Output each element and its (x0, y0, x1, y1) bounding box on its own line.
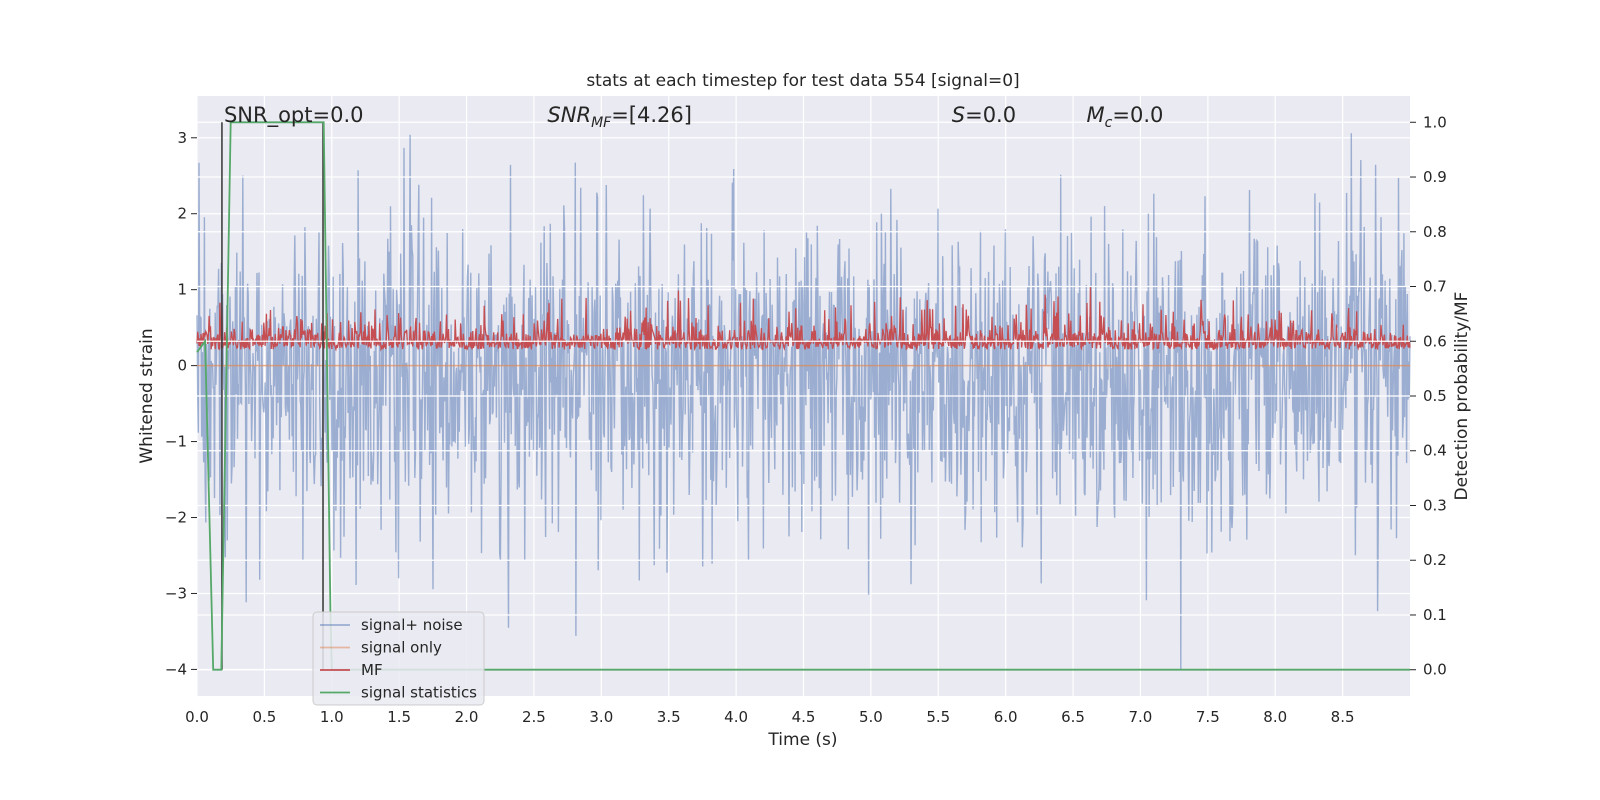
right-tick-label: 0.0 (1423, 661, 1447, 679)
y-tick-label: 2 (177, 205, 187, 223)
right-tick-label: 0.5 (1423, 387, 1447, 405)
annotation-snr-mf: SNRMF=[4.26] (547, 103, 692, 131)
x-tick-label: 7.0 (1129, 708, 1153, 726)
x-tick-label: 3.5 (657, 708, 681, 726)
y-axis-ticks: −4 −3 −2 −1 0 1 2 3 (165, 129, 197, 678)
annotation-value: =0.0 (1112, 103, 1163, 127)
y-tick-label: −3 (165, 584, 187, 602)
right-axis-ticks: 0.0 0.1 0.2 0.3 0.4 0.5 0.6 0.7 0.8 0.9 1.0 (1410, 113, 1447, 679)
legend-frame (312, 611, 485, 706)
x-tick-label: 2.0 (455, 708, 479, 726)
x-axis-ticks: 0.0 0.5 1.0 1.5 2.0 2.5 3.0 3.5 4.0 4.5 5.0 5.5 6.0 6… (185, 708, 1354, 726)
right-tick-label: 0.2 (1423, 551, 1447, 569)
noise-line (196, 133, 1411, 670)
annotation-mc: Mc=0.0 (1087, 103, 1164, 131)
x-tick-label: 4.0 (724, 708, 748, 726)
right-tick-label: 0.6 (1423, 332, 1447, 350)
x-tick-label: 2.5 (522, 708, 546, 726)
x-tick-label: 7.5 (1196, 708, 1220, 726)
x-tick-label: 6.0 (994, 708, 1018, 726)
right-tick-label: 0.1 (1423, 606, 1447, 624)
legend-entry: signal only (361, 639, 442, 657)
annotation-s-stat: S=0.0 (952, 103, 1016, 127)
annotation-value: =0.0 (965, 103, 1016, 127)
annotation-text: SNR (547, 103, 591, 127)
annotation-subscript: MF (591, 115, 612, 131)
chart-title: stats at each timestep for test data 554… (586, 71, 1019, 91)
y-tick-label: 0 (177, 357, 187, 375)
x-tick-label: 6.5 (1061, 708, 1085, 726)
y-tick-label: −4 (165, 660, 187, 678)
series-signal-noise (196, 133, 1411, 670)
y-tick-label: −1 (165, 433, 187, 451)
annotation-text: M (1087, 103, 1105, 127)
annotation-text: S (952, 103, 965, 127)
y-tick-label: 1 (177, 281, 187, 299)
legend-entry: signal statistics (361, 684, 477, 702)
annotation-text: SNR_opt=0.0 (224, 103, 364, 128)
marker-lines (221, 122, 324, 670)
annotation-subscript: c (1105, 115, 1113, 131)
x-tick-label: 4.5 (792, 708, 816, 726)
x-tick-label: 8.5 (1331, 708, 1355, 726)
x-tick-label: 5.0 (859, 708, 883, 726)
right-tick-label: 0.8 (1423, 223, 1447, 241)
right-tick-label: 0.3 (1423, 496, 1447, 514)
legend: signal+ noise signal only MF signal statist… (312, 611, 485, 706)
x-tick-label: 0.5 (252, 708, 276, 726)
right-tick-label: 0.4 (1423, 442, 1447, 460)
annotation-snr-opt: SNR_opt=0.0 (224, 103, 364, 128)
y-axis-label: Whitened strain (137, 328, 157, 463)
x-tick-label: 5.5 (926, 708, 950, 726)
y-tick-label: −2 (165, 509, 187, 527)
x-tick-label: 3.0 (589, 708, 613, 726)
x-tick-label: 1.0 (320, 708, 344, 726)
right-tick-label: 0.7 (1423, 278, 1447, 296)
right-tick-label: 1.0 (1423, 113, 1447, 131)
legend-entry: signal+ noise (361, 616, 463, 634)
x-tick-label: 0.0 (185, 708, 209, 726)
right-axis-label: Detection probability/MF (1452, 292, 1472, 501)
annotations: SNR_opt=0.0 SNRMF=[4.26] S=0.0 Mc=0.0 (224, 103, 1163, 131)
annotation-value: =[4.26] (611, 103, 692, 127)
x-tick-label: 8.0 (1263, 708, 1287, 726)
x-tick-label: 1.5 (387, 708, 411, 726)
y-tick-label: 3 (177, 129, 187, 147)
right-tick-label: 0.9 (1423, 168, 1447, 186)
x-axis-label: Time (s) (767, 730, 837, 750)
legend-entry: MF (361, 661, 383, 679)
